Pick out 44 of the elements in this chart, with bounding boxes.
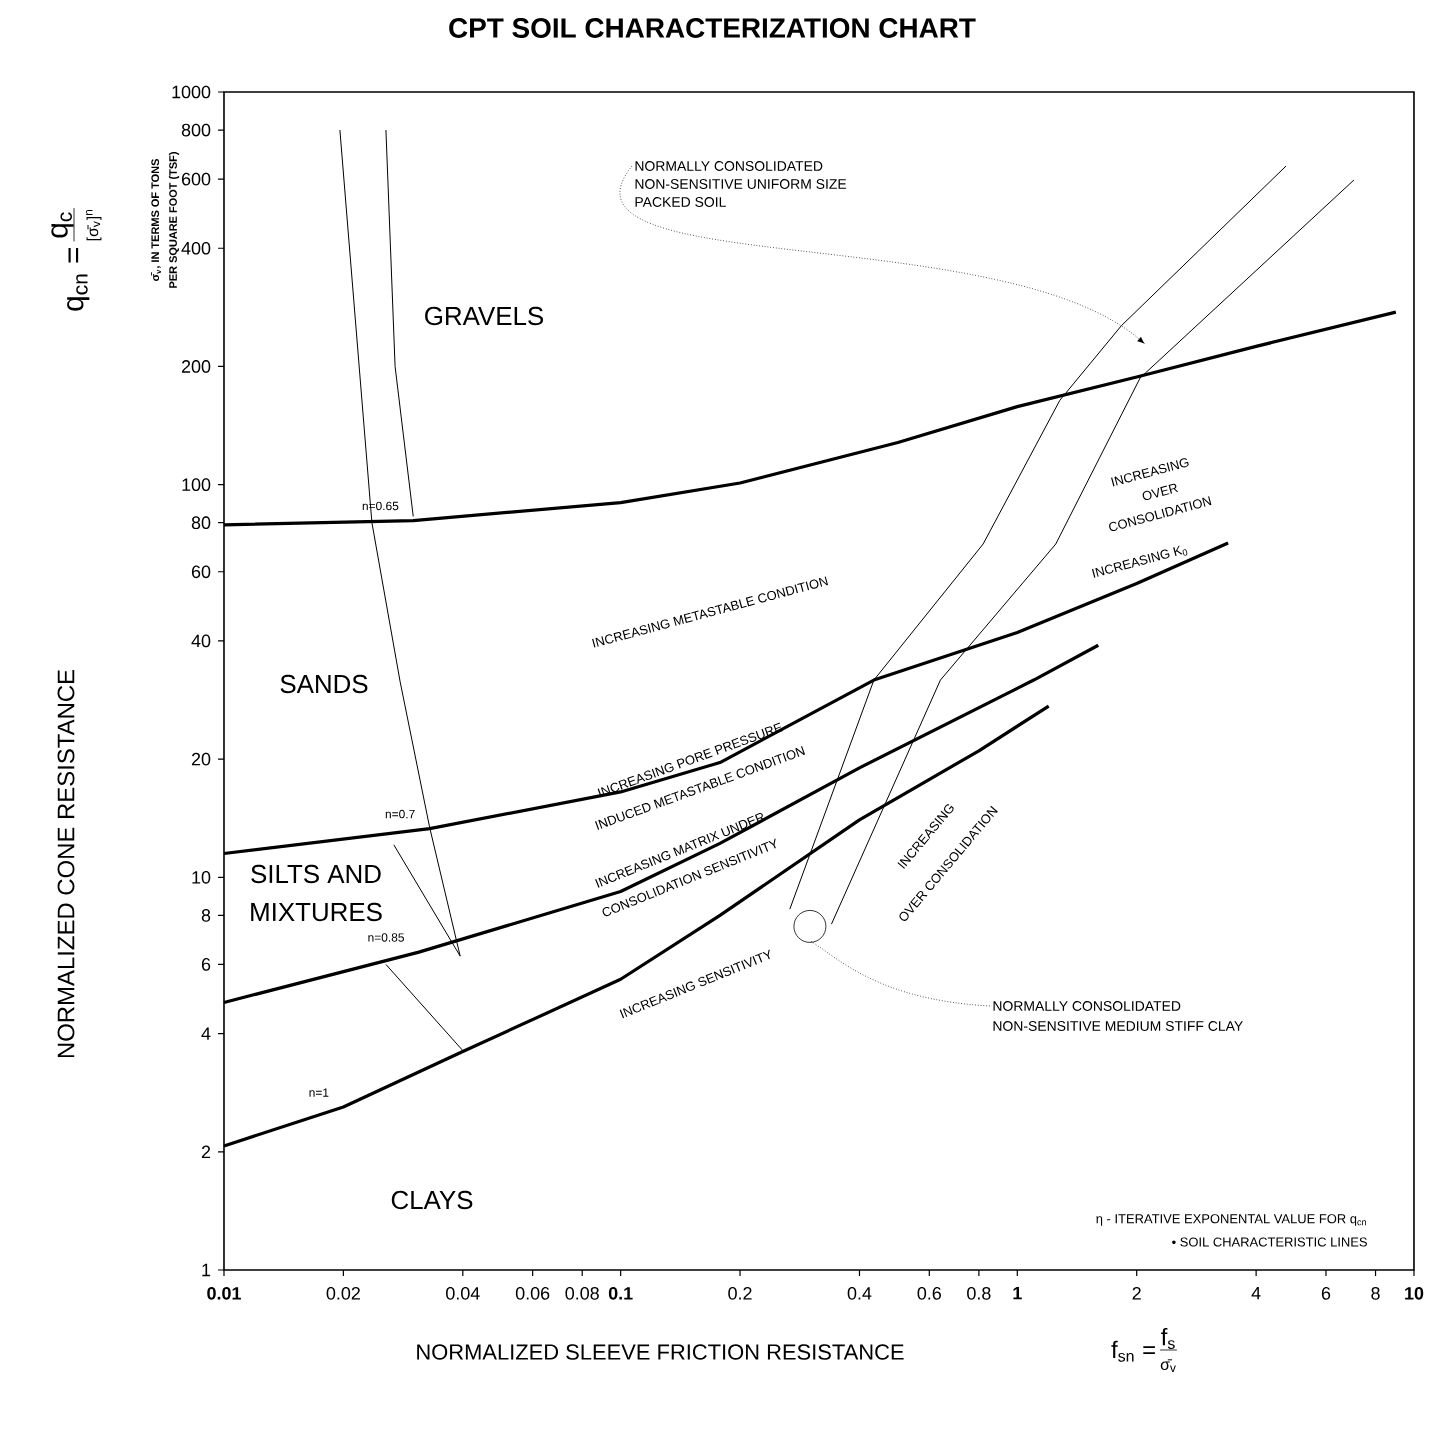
y-tick-label: 2 [201, 1145, 210, 1159]
x-tick-label: 0.02 [326, 1286, 360, 1300]
y-tick-label: 600 [181, 172, 211, 186]
y-tick-label: 8 [201, 909, 210, 922]
x-tick-label: 4 [1251, 1286, 1261, 1300]
x-tick-label: 6 [1321, 1286, 1330, 1300]
y-tick-label: 200 [181, 360, 211, 373]
x-tick-label: 0.1 [608, 1286, 633, 1300]
y-tick-label: 4 [201, 1027, 211, 1040]
annotation: GRAVELS [424, 306, 543, 326]
y-tick-label: 400 [181, 241, 211, 255]
x-tick-label: 0.6 [917, 1286, 941, 1300]
x-tick-label: 0.01 [206, 1286, 241, 1300]
y-axis-title: NORMALIZED CONE RESISTANCE [57, 669, 75, 1058]
annotation: CLAYS [391, 1190, 473, 1210]
y-tick-label: 10 [192, 870, 211, 884]
y-tick-label: 20 [191, 752, 211, 766]
x-tick-label: 0.8 [966, 1286, 991, 1300]
annotation: MIXTURES [250, 902, 382, 922]
y-tick-label: 6 [201, 958, 210, 971]
y-tick-label: 800 [181, 123, 211, 137]
x-tick-label: 1 [1013, 1286, 1022, 1300]
chart-title: CPT SOIL CHARACTERIZATION CHART [448, 18, 976, 38]
x-tick-label: 0.06 [515, 1286, 550, 1300]
y-tick-label: 1000 [172, 85, 211, 99]
text: q$_{cn}$ = [66, 247, 90, 311]
annotation: SILTS AND [250, 864, 381, 884]
text: q$_{c}$ [51, 212, 74, 238]
x-axis-title: NORMALIZED SLEEVE FRICTION RESISTANCE [416, 1344, 904, 1360]
text: f$_{s}$ [1160, 1327, 1175, 1349]
x-tick-label: 0.08 [565, 1286, 599, 1300]
y-tick-label: 1 [202, 1263, 210, 1277]
x-tick-label: 0.4 [847, 1286, 872, 1300]
x-tick-label: 0.04 [445, 1286, 480, 1300]
y-tick-label: 100 [182, 478, 211, 492]
x-tick-label: 8 [1371, 1286, 1380, 1300]
x-tick-label: 10 [1404, 1286, 1423, 1300]
y-tick-label: 40 [191, 634, 211, 648]
y-tick-label: 60 [191, 565, 211, 579]
x-tick-label: 2 [1132, 1286, 1141, 1300]
text: f$_{sn}$ = [1111, 1340, 1155, 1362]
annotation: SANDS [280, 674, 368, 694]
x-tick-label: 0.2 [727, 1286, 752, 1300]
y-tick-label: 80 [191, 516, 211, 530]
